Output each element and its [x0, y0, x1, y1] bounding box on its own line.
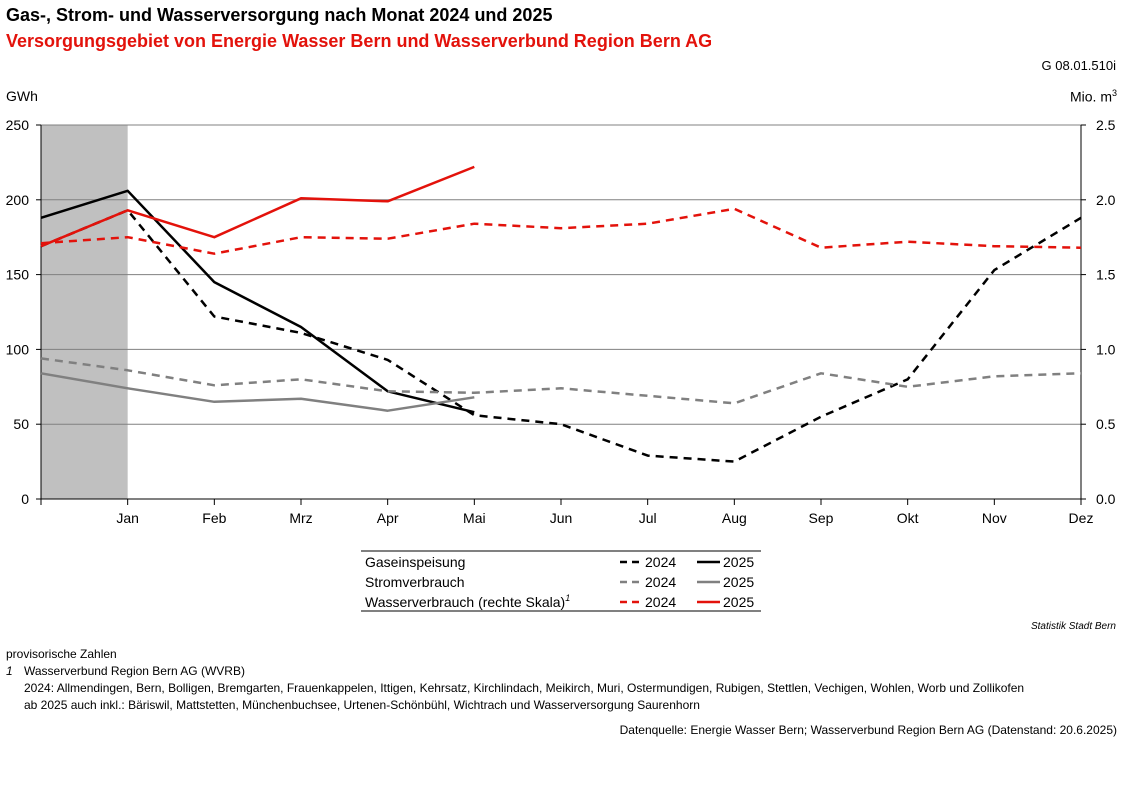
- legend-label: Gaseinspeisung: [365, 554, 465, 570]
- series-line-gaseinspeisung-2025: [40, 189, 475, 414]
- left-axis-tick-label: 250: [6, 117, 30, 133]
- right-axis-tick-label: 2.5: [1096, 117, 1116, 133]
- right-axis-tick-label: 2.0: [1096, 192, 1116, 208]
- right-axis-unit-exponent: 3: [1111, 88, 1117, 98]
- legend-year-2025: 2025: [723, 594, 754, 610]
- credit-label: Statistik Stadt Bern: [1030, 621, 1116, 632]
- x-axis-tick-label: Feb: [202, 510, 226, 526]
- graphic-code: G 08.01.510i: [1041, 58, 1116, 73]
- x-axis-tick-label: Jun: [550, 510, 573, 526]
- legend-label: Wasserverbrauch (rechte Skala)1: [365, 593, 570, 610]
- footnote-number: 1: [6, 664, 13, 678]
- right-axis-unit: Mio. m3: [1070, 88, 1117, 105]
- x-axis-tick-label: Apr: [377, 510, 399, 526]
- series-line-gaseinspeisung-2024: [40, 209, 1082, 463]
- series-line-stromverbrauch-2024: [40, 357, 1082, 405]
- left-axis-unit: GWh: [6, 88, 38, 104]
- legend-year-2024: 2024: [645, 594, 676, 610]
- legend-year-2024: 2024: [645, 554, 676, 570]
- footnote-line-3: ab 2025 auch inkl.: Bäriswil, Mattstette…: [24, 698, 700, 712]
- series-line-wasserverbrauch-2025: [40, 165, 475, 248]
- right-axis-tick-label: 0.5: [1096, 416, 1116, 432]
- x-axis-tick-label: Okt: [897, 510, 919, 526]
- left-axis-tick-label: 0: [21, 491, 29, 507]
- x-axis-tick-label: Dez: [1069, 510, 1094, 526]
- data-source: Datenquelle: Energie Wasser Bern; Wasser…: [619, 723, 1117, 737]
- shaded-region: [41, 125, 128, 499]
- right-axis-tick-label: 1.5: [1096, 267, 1116, 283]
- chart-subtitle: Versorgungsgebiet von Energie Wasser Ber…: [6, 31, 713, 51]
- left-axis-tick-label: 200: [6, 192, 30, 208]
- left-axis-tick-label: 150: [6, 267, 30, 283]
- x-axis-tick-label: Mai: [463, 510, 486, 526]
- legend-year-2025: 2025: [723, 574, 754, 590]
- x-axis-tick-label: Mrz: [289, 510, 312, 526]
- legend-footnote-marker: 1: [565, 593, 570, 603]
- left-axis-tick-label: 50: [13, 416, 29, 432]
- legend-label: Stromverbrauch: [365, 574, 465, 590]
- legend-year-2025: 2025: [723, 554, 754, 570]
- right-axis-tick-label: 0.0: [1096, 491, 1116, 507]
- provisional-note: provisorische Zahlen: [6, 647, 117, 661]
- x-axis-tick-label: Sep: [809, 510, 834, 526]
- series-line-stromverbrauch-2025: [40, 372, 475, 412]
- x-axis-tick-label: Jan: [116, 510, 139, 526]
- right-axis-unit-text: Mio. m: [1069, 88, 1112, 105]
- x-axis-tick-label: Nov: [982, 510, 1007, 526]
- footnote-line-1: Wasserverbund Region Bern AG (WVRB): [24, 664, 245, 678]
- footnote-line-2: 2024: Allmendingen, Bern, Bolligen, Brem…: [24, 681, 1025, 695]
- legend-year-2024: 2024: [645, 574, 676, 590]
- series-line-wasserverbrauch-2024: [40, 207, 1082, 255]
- x-axis-tick-label: Jul: [639, 510, 657, 526]
- chart-title: Gas-, Strom- und Wasserversorgung nach M…: [6, 5, 553, 25]
- x-axis-tick-label: Aug: [722, 510, 747, 526]
- right-axis-tick-label: 1.0: [1096, 341, 1116, 357]
- left-axis-tick-label: 100: [6, 341, 30, 357]
